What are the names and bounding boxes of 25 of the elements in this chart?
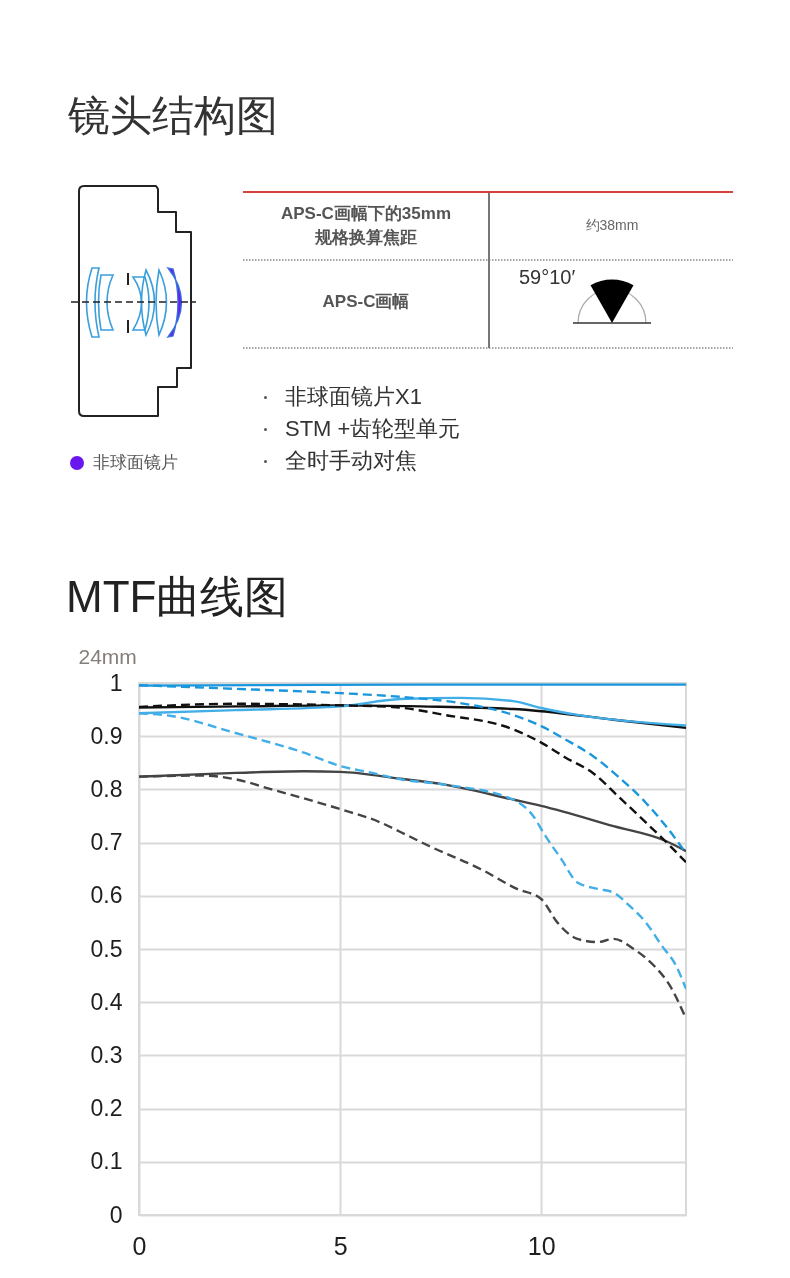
y-tick-label: 0.6: [90, 882, 123, 909]
y-tick-label: 0.1: [90, 1148, 123, 1175]
text: APS-C画幅下的35mm规格换算焦距: [279, 203, 452, 249]
chart-title: MTF曲线图: [66, 570, 289, 623]
text: 约38mm: [585, 217, 639, 235]
x-tick-label: 10: [527, 1231, 556, 1260]
y-tick-label: 0.8: [90, 775, 123, 802]
y-tick-label: 0.7: [90, 829, 123, 856]
y-tick-label: 1: [109, 669, 123, 696]
text: 59°10′: [519, 264, 576, 290]
text: 镜头结构图: [68, 90, 278, 141]
y-tick-label: 0.5: [90, 935, 123, 962]
text: 非球面镜片X1: [285, 383, 422, 411]
y-tick-label: 0: [109, 1201, 123, 1228]
y-axis-title: 24mm: [78, 644, 137, 668]
text: APS-C画幅: [322, 291, 410, 313]
y-tick-label: 0.2: [90, 1095, 123, 1122]
y-tick-label: 0.3: [90, 1041, 123, 1068]
y-tick-label: 0.9: [90, 722, 123, 749]
x-tick-label: 5: [333, 1231, 348, 1260]
y-tick-label: 0.4: [90, 988, 123, 1015]
text: STM +齿轮型单元: [285, 415, 461, 443]
text: 非球面镜片: [93, 452, 178, 474]
x-tick-label: 0: [132, 1231, 147, 1260]
text: 全时手动对焦: [285, 447, 417, 475]
